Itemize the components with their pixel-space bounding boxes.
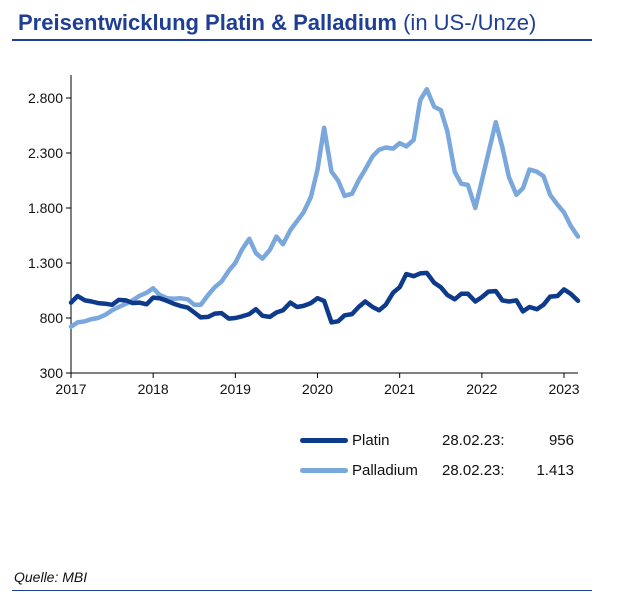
x-tick-label: 2020 [302,381,333,397]
footer-rule [12,590,592,591]
source-note: Quelle: MBI [14,569,88,585]
y-tick-label: 1.300 [28,255,63,271]
chart-title-main: Preisentwicklung Platin & Palladium [18,10,397,35]
x-tick-label: 2021 [384,381,415,397]
legend-row-palladium: Palladium 28.02.23: 1.413 [300,460,574,480]
x-tick-label: 2019 [220,381,251,397]
legend-swatch-platin [300,437,348,443]
legend-swatch-palladium [300,467,348,473]
y-tick-label: 1.800 [28,200,63,216]
price-chart: 300 800 1.300 1.800 2.300 2.800 2017 2018 2019 20… [28,75,581,397]
legend-date: 28.02.23: [442,431,505,449]
y-tick-label: 300 [40,365,64,381]
series-line-platin [68,270,581,325]
x-tick-label: 2017 [55,381,86,397]
legend-value: 956 [548,431,574,449]
y-tick-label: 800 [40,310,64,326]
chart-title: Preisentwicklung Platin & Palladium (in … [18,10,536,36]
legend-date: 28.02.23: [442,461,505,479]
legend-name: Platin [352,431,390,449]
chart-title-unit: (in US-/Unze) [403,10,537,35]
legend-value: 1.413 [536,461,574,479]
x-tick-label: 2018 [138,381,169,397]
y-tick-label: 2.300 [28,145,63,161]
y-tick-label: 2.800 [28,90,63,106]
x-tick-label: 2022 [466,381,497,397]
legend-row-platin: Platin 28.02.23: 956 [300,430,574,450]
x-tick-label: 2023 [548,381,579,397]
legend-name: Palladium [352,461,418,479]
series-line-palladium [68,86,581,330]
title-underline [12,39,592,41]
